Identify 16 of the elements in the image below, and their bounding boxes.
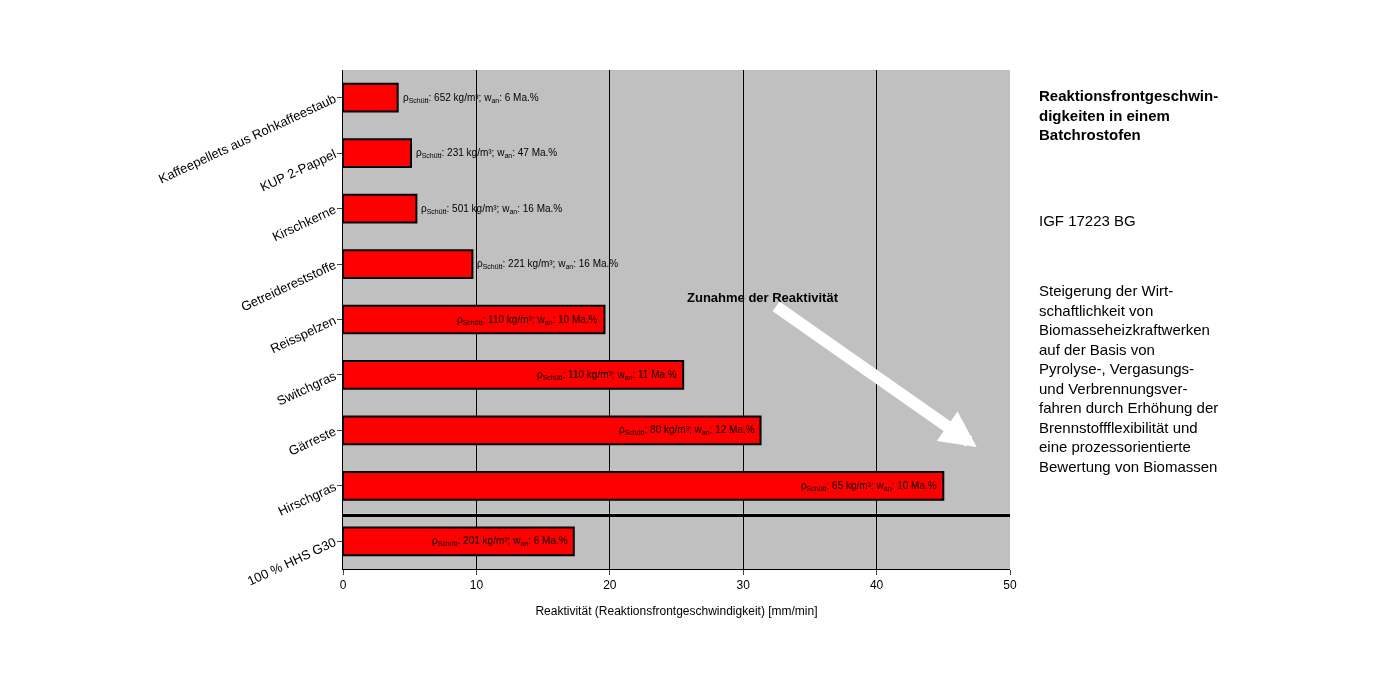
y-tick-label: 100 % HHS G30 <box>244 534 339 589</box>
x-tick-label: 50 <box>1003 578 1017 593</box>
annotation: ρ$_{Schütt}$: 110 kg/m³; w$_{an}$: 10 Ma.% <box>457 314 598 327</box>
x-tick-label: 10 <box>469 578 484 593</box>
text: Steigerung der Wirt- schaftlichkeit von Biomasseheizkraftwerken auf der Basis von Pyrolyse-, Vergasungs- und Verbrennungsver- fahren durch Erhöhung der Brennstoffflexibilität und eine prozessorientierte Bewertung von Biomassen <box>1039 282 1219 475</box>
x-axis-title: Reaktivität (Reaktionsfrontgeschwindigkeit) [mm/min] <box>535 604 818 619</box>
x-tick-label: 40 <box>869 578 884 593</box>
annotation: ρ$_{Schütt}$: 65 kg/m³; w$_{an}$: 10 Ma.% <box>801 480 937 493</box>
text: IGF 17223 BG <box>1039 212 1136 229</box>
text: Reaktionsfrontgeschwin- digkeiten in einem Batchrostofen <box>1039 87 1219 143</box>
x-tick-label: 30 <box>736 578 751 593</box>
annotation: ρ$_{Schütt}$: 201 kg/m³; w$_{an}$: 6 Ma.% <box>432 535 568 548</box>
annotation: ρ$_{Schütt}$: 80 kg/m³; w$_{an}$: 12 Ma.% <box>619 424 755 437</box>
x-tick-label: 0 <box>339 578 347 593</box>
x-tick-label: 20 <box>603 578 617 593</box>
annotation: ρ$_{Schütt}$: 110 kg/m³; w$_{an}$: 11 Ma.% <box>537 369 677 382</box>
